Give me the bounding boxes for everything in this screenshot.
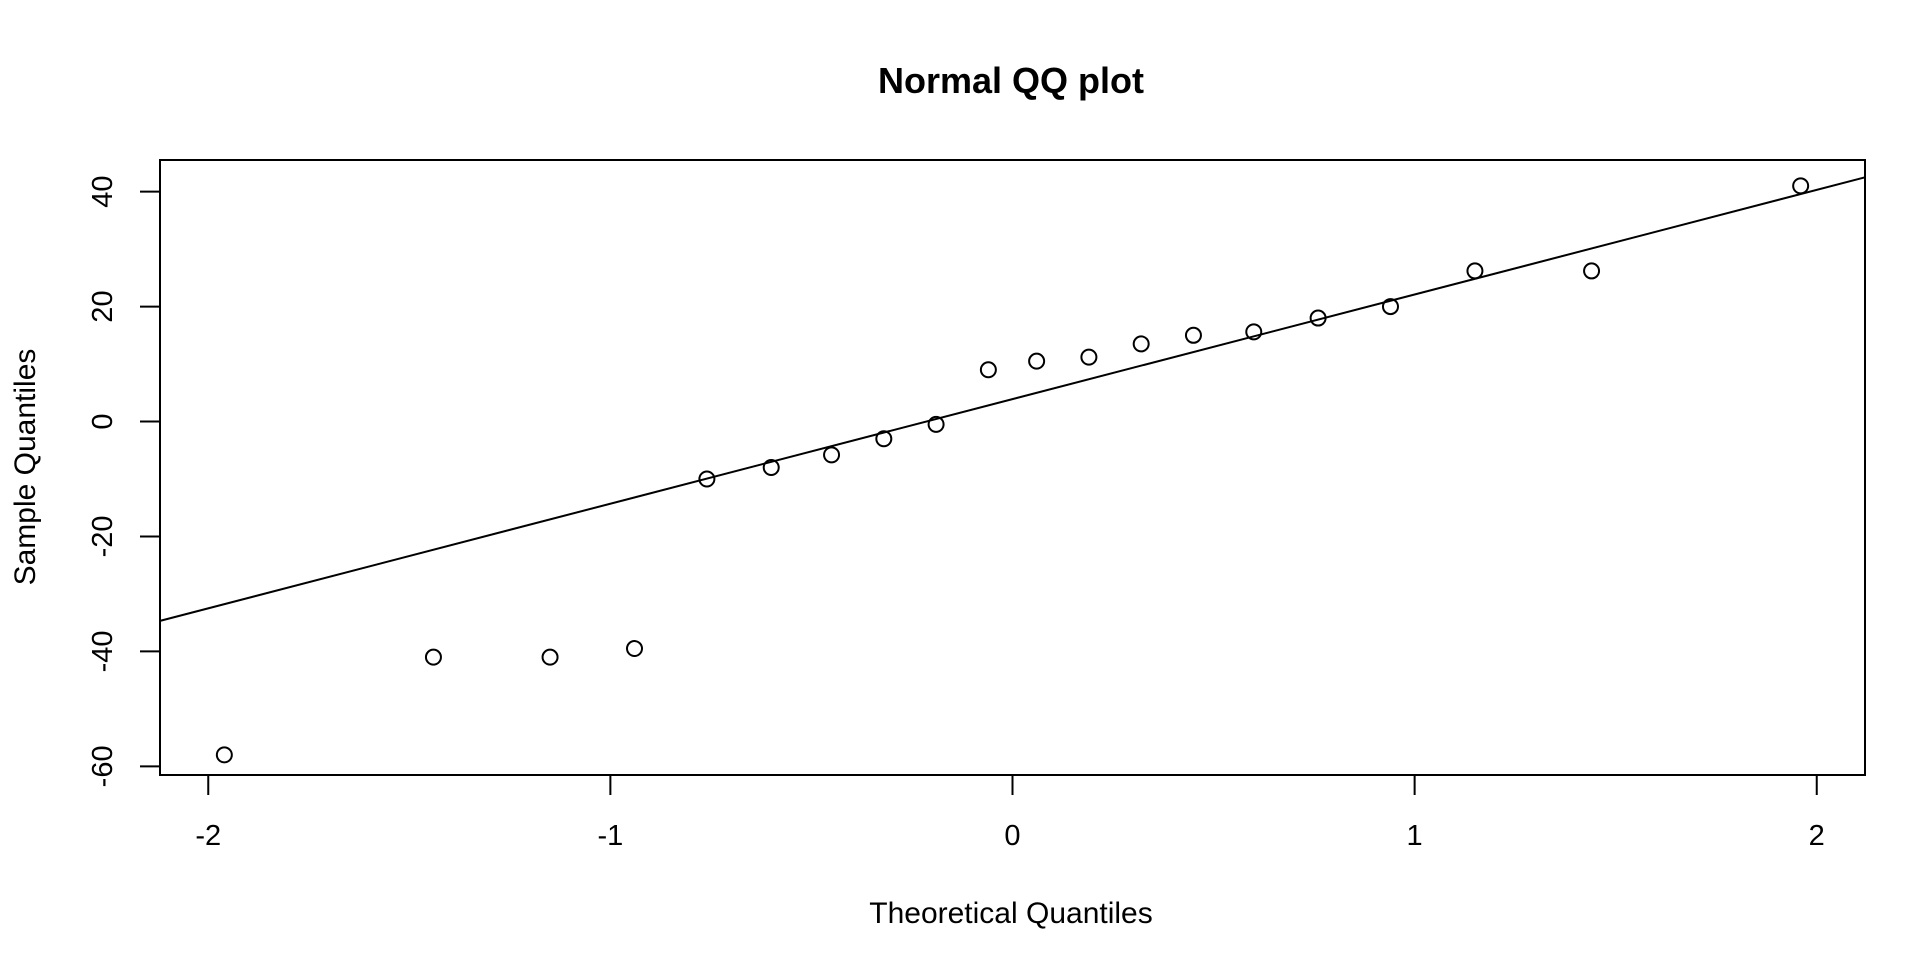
chart-title: Normal QQ plot	[878, 60, 1144, 101]
y-axis-label: Sample Quantiles	[9, 349, 42, 586]
y-tick-label: -40	[87, 630, 119, 672]
data-point	[1792, 177, 1810, 195]
y-tick-label: 0	[87, 413, 119, 429]
data-point	[1028, 352, 1046, 370]
data-point	[1184, 326, 1202, 344]
data-point	[1245, 323, 1263, 341]
data-point	[1381, 298, 1399, 316]
x-tick-label: 2	[1809, 820, 1825, 852]
data-point	[626, 640, 644, 658]
x-axis: -2 -1 0 1 2	[195, 774, 1825, 852]
x-axis-label: Theoretical Quantiles	[869, 897, 1152, 930]
x-tick-label: -1	[597, 820, 623, 852]
x-tick-label: -2	[195, 820, 221, 852]
data-point	[698, 470, 716, 488]
data-point	[762, 459, 780, 476]
y-axis: -60 -40 -20 0 20 40	[87, 175, 161, 787]
reference-line-group	[159, 176, 1866, 622]
data-point	[424, 648, 442, 666]
data-point	[979, 361, 997, 379]
data-point	[1583, 262, 1601, 280]
y-tick-label: -60	[87, 745, 119, 787]
qq-reference-line	[159, 176, 1866, 622]
x-tick-label: 0	[1004, 820, 1020, 852]
data-point	[927, 415, 945, 433]
data-point	[823, 446, 841, 464]
y-tick-label: 20	[87, 290, 119, 322]
plot-frame	[159, 159, 1866, 776]
y-tick-label: -20	[87, 516, 119, 558]
data-point	[215, 746, 233, 764]
x-tick-label: 1	[1407, 820, 1423, 852]
data-point	[541, 648, 559, 666]
data-point	[1466, 262, 1484, 280]
data-point	[875, 430, 893, 448]
y-tick-label: 40	[87, 175, 119, 207]
data-point	[1309, 309, 1327, 327]
data-point	[1132, 335, 1150, 353]
points-group	[215, 177, 1810, 764]
data-point	[1080, 348, 1098, 366]
